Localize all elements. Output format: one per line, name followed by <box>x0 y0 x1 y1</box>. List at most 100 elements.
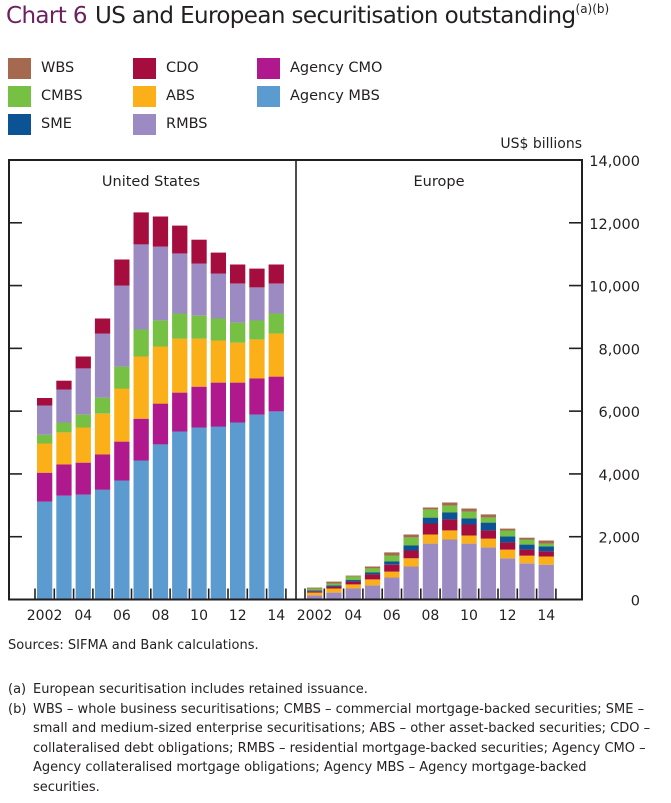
bar-united-states-2007-agency-mbs <box>133 460 149 600</box>
bar-united-states-2008-rmbs <box>152 246 169 321</box>
bar-united-states-2004-cdo <box>75 356 91 369</box>
bar-europe-2012-cdo <box>500 542 516 550</box>
y-tick-label: 2,000 <box>598 531 640 547</box>
bar-europe-2009-sme <box>442 512 458 520</box>
bar-europe-2006-sme <box>384 561 400 565</box>
bar-united-states-2013-abs <box>249 339 265 379</box>
bar-europe-2009-cmbs <box>442 505 458 513</box>
bar-europe-2013-abs <box>519 555 535 564</box>
footnote-a-text: European securitisation includes retaine… <box>33 682 368 697</box>
bar-europe-2008-wbs <box>422 507 439 510</box>
bar-united-states-2003-abs <box>56 432 72 465</box>
bar-europe-2008-abs <box>422 534 439 544</box>
bar-united-states-2014-agency-mbs <box>268 411 284 600</box>
bar-united-states-2004-abs <box>75 427 91 463</box>
bar-united-states-2010-abs <box>191 338 207 387</box>
legend-swatch-abs <box>133 85 156 107</box>
bar-europe-2007-wbs <box>403 534 419 538</box>
bar-united-states-2007-cdo <box>133 212 149 245</box>
bar-united-states-2004-cmbs <box>75 414 91 428</box>
bar-united-states-2007-agency-cmo <box>133 418 149 461</box>
bar-united-states-2009-cdo <box>172 225 188 254</box>
bar-europe-2007-sme <box>403 545 419 551</box>
bar-united-states-2004-agency-cmo <box>75 462 91 495</box>
x-tick-label-united-states: 06 <box>113 608 131 624</box>
bar-united-states-2009-agency-mbs <box>172 431 188 600</box>
bar-europe-2011-rmbs <box>480 547 496 600</box>
chart-title: Chart 6 US and European securitisation ou… <box>6 2 609 29</box>
bar-europe-2003-sme <box>326 585 342 587</box>
bar-europe-2011-cmbs <box>480 517 496 523</box>
bar-united-states-2009-agency-cmo <box>172 392 188 432</box>
y-tick-label: 4,000 <box>598 468 640 484</box>
bar-europe-2005-wbs <box>364 566 381 569</box>
bar-europe-2004-wbs <box>345 575 361 577</box>
bar-europe-2009-abs <box>442 530 458 540</box>
bar-united-states-2012-cmbs <box>230 322 246 343</box>
legend-swatch-agency-cmo <box>257 57 280 79</box>
bar-united-states-2014-cmbs <box>268 313 284 334</box>
bar-united-states-2009-rmbs <box>172 253 188 314</box>
bar-europe-2008-cmbs <box>422 509 439 518</box>
legend-item-abs: ABS <box>133 85 195 107</box>
axes-layer: 2002 04 06 08 10 12 14 2002 04 06 08 10 12 14 0 2,000 4,… <box>8 154 640 624</box>
bar-united-states-2011-rmbs <box>210 273 226 319</box>
bar-united-states-2005-agency-cmo <box>94 454 111 490</box>
legend-item-wbs: WBS <box>8 57 74 79</box>
legend-item-agency-cmo: Agency CMO <box>257 57 382 79</box>
y-tick-label: 6,000 <box>598 405 640 421</box>
bar-united-states-2009-cmbs <box>172 313 188 339</box>
x-tick-label-europe: 06 <box>383 608 401 624</box>
bar-europe-2012-abs <box>500 549 516 559</box>
legend-item-rmbs: RMBS <box>133 113 207 135</box>
footnotes: (a) European securitisation includes ret… <box>8 680 653 797</box>
bar-europe-2009-cdo <box>442 519 458 531</box>
bar-europe-2008-cdo <box>422 523 439 535</box>
bar-united-states-2012-agency-cmo <box>230 382 246 423</box>
bar-united-states-2012-abs <box>230 342 246 383</box>
bar-united-states-2010-cdo <box>191 239 207 264</box>
bar-united-states-2007-abs <box>133 356 149 419</box>
legend-swatch-sme <box>8 113 31 135</box>
bar-europe-2007-rmbs <box>403 566 419 600</box>
bar-europe-2012-sme <box>500 536 516 543</box>
bar-europe-2014-rmbs <box>538 564 554 600</box>
bar-united-states-2007-cmbs <box>133 329 149 357</box>
bar-united-states-2008-cmbs <box>152 320 169 347</box>
bar-united-states-2008-agency-cmo <box>152 403 169 445</box>
bar-europe-2002-wbs <box>307 587 323 589</box>
bar-europe-2009-rmbs <box>442 539 458 600</box>
bar-united-states-2006-cmbs <box>114 366 130 389</box>
bar-europe-2007-cdo <box>403 550 419 559</box>
bar-europe-2005-abs <box>364 579 381 586</box>
bar-united-states-2005-rmbs <box>94 333 111 398</box>
bar-europe-2005-sme <box>364 572 381 575</box>
x-tick-label-europe: 04 <box>344 608 362 624</box>
bars-layer <box>37 212 554 600</box>
bar-europe-2014-cdo <box>538 551 554 557</box>
y-tick-label: 12,000 <box>589 217 640 233</box>
x-tick-label-europe: 12 <box>499 608 517 624</box>
bar-united-states-2002-abs <box>37 443 53 473</box>
bar-europe-2006-cmbs <box>384 555 400 562</box>
y-axis-unit-label: US$ billions <box>500 136 582 152</box>
x-tick-label-europe: 10 <box>460 608 478 624</box>
bar-europe-2005-rmbs <box>364 585 381 600</box>
bar-united-states-2007-rmbs <box>133 244 149 330</box>
bar-europe-2006-rmbs <box>384 577 400 600</box>
y-tick-label: 14,000 <box>589 154 640 170</box>
bar-europe-2013-rmbs <box>519 563 535 600</box>
bar-europe-2014-sme <box>538 546 554 552</box>
bar-united-states-2005-cdo <box>94 318 111 334</box>
bar-united-states-2008-cdo <box>152 216 169 247</box>
x-tick-label-united-states: 14 <box>267 608 285 624</box>
bar-europe-2002-abs <box>307 592 323 596</box>
bar-europe-2004-cmbs <box>345 576 361 581</box>
footnote-b-tag: (b) <box>8 701 27 717</box>
bar-united-states-2010-agency-mbs <box>191 427 207 600</box>
bar-united-states-2002-rmbs <box>37 405 53 435</box>
bar-europe-2013-wbs <box>519 537 535 540</box>
legend-swatch-rmbs <box>133 113 156 135</box>
x-tick-label-europe: 2002 <box>297 608 333 624</box>
bar-europe-2002-rmbs <box>307 595 323 600</box>
